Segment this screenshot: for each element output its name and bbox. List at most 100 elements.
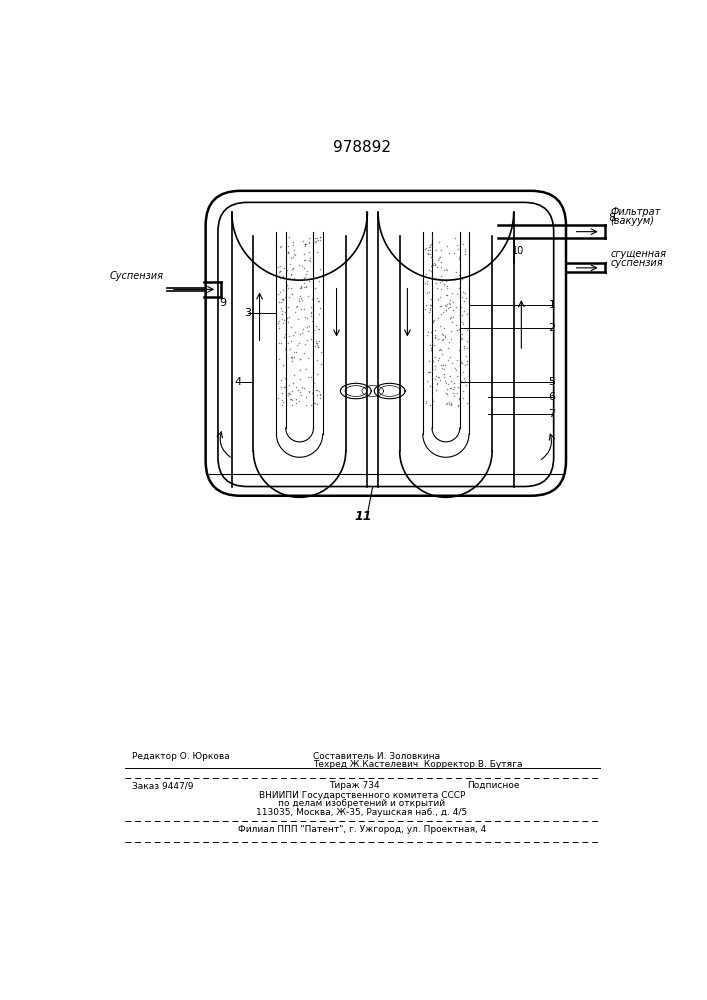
Point [454, 342, 465, 358]
Point [303, 234, 315, 250]
Point [311, 244, 322, 260]
Point [431, 368, 442, 384]
Point [302, 263, 313, 279]
Point [311, 230, 322, 246]
Point [276, 397, 288, 413]
Point [273, 264, 284, 280]
Point [298, 275, 310, 291]
Point [447, 355, 458, 371]
Point [310, 382, 322, 398]
Point [430, 322, 441, 338]
Point [458, 303, 469, 319]
Point [454, 280, 465, 296]
Point [449, 379, 460, 395]
Point [457, 383, 469, 399]
Point [283, 385, 294, 401]
Point [282, 387, 293, 403]
Point [444, 368, 455, 384]
Point [438, 357, 449, 373]
Point [460, 348, 472, 364]
Point [303, 235, 314, 251]
Point [279, 370, 291, 386]
Point [434, 318, 445, 334]
Point [300, 389, 312, 405]
Point [314, 300, 325, 316]
Point [293, 257, 305, 273]
Point [459, 370, 470, 386]
Point [279, 289, 291, 305]
Point [276, 372, 287, 388]
Point [284, 377, 295, 393]
Text: суспензия: суспензия [611, 258, 663, 268]
Point [437, 304, 448, 320]
Point [304, 273, 315, 289]
Point [283, 244, 294, 260]
Point [440, 396, 452, 412]
Point [448, 309, 459, 325]
Point [426, 369, 438, 385]
Point [308, 322, 320, 338]
Point [302, 323, 313, 339]
Point [445, 292, 456, 308]
Point [440, 385, 452, 401]
Point [424, 302, 436, 318]
Point [296, 280, 307, 296]
Point [424, 237, 436, 253]
Point [303, 369, 314, 385]
Point [279, 379, 290, 395]
Point [284, 386, 296, 402]
Point [456, 289, 467, 305]
Text: 978892: 978892 [333, 140, 391, 155]
Point [284, 256, 296, 272]
Point [308, 254, 319, 270]
Point [314, 386, 325, 402]
Point [308, 351, 319, 367]
Point [313, 293, 325, 309]
Text: 2: 2 [549, 323, 556, 333]
Point [454, 308, 465, 324]
Point [457, 316, 469, 332]
Point [457, 314, 468, 330]
Point [281, 310, 293, 326]
Point [283, 244, 294, 260]
Point [424, 364, 436, 380]
Point [445, 373, 457, 389]
Point [445, 331, 457, 347]
Point [281, 299, 292, 315]
Point [434, 298, 445, 314]
Point [279, 329, 290, 345]
Point [300, 236, 311, 252]
Point [430, 371, 441, 387]
Point [440, 302, 452, 318]
Point [457, 326, 468, 342]
Point [455, 354, 467, 370]
Point [439, 328, 450, 344]
Point [298, 301, 310, 317]
Text: Подписное: Подписное [467, 781, 520, 790]
Point [445, 380, 457, 396]
Point [436, 242, 447, 258]
Point [428, 257, 439, 273]
Point [304, 230, 315, 246]
Point [424, 378, 436, 394]
Point [454, 391, 465, 407]
Text: 113035, Москва, Ж-35, Раушская наб., д. 4/5: 113035, Москва, Ж-35, Раушская наб., д. … [257, 808, 467, 817]
Point [439, 373, 450, 389]
Point [462, 333, 473, 349]
Point [303, 244, 315, 260]
Point [307, 369, 318, 385]
Point [423, 239, 435, 255]
Point [456, 330, 467, 346]
Text: (вакуум): (вакуум) [611, 216, 655, 226]
Point [445, 299, 456, 315]
Point [426, 249, 437, 265]
Point [431, 270, 442, 286]
Point [309, 234, 320, 250]
Point [310, 338, 321, 354]
Point [286, 319, 297, 335]
Point [448, 388, 460, 404]
Point [310, 280, 321, 296]
Point [279, 260, 290, 276]
Point [419, 275, 431, 291]
Text: Заказ 9447/9: Заказ 9447/9 [132, 781, 194, 790]
